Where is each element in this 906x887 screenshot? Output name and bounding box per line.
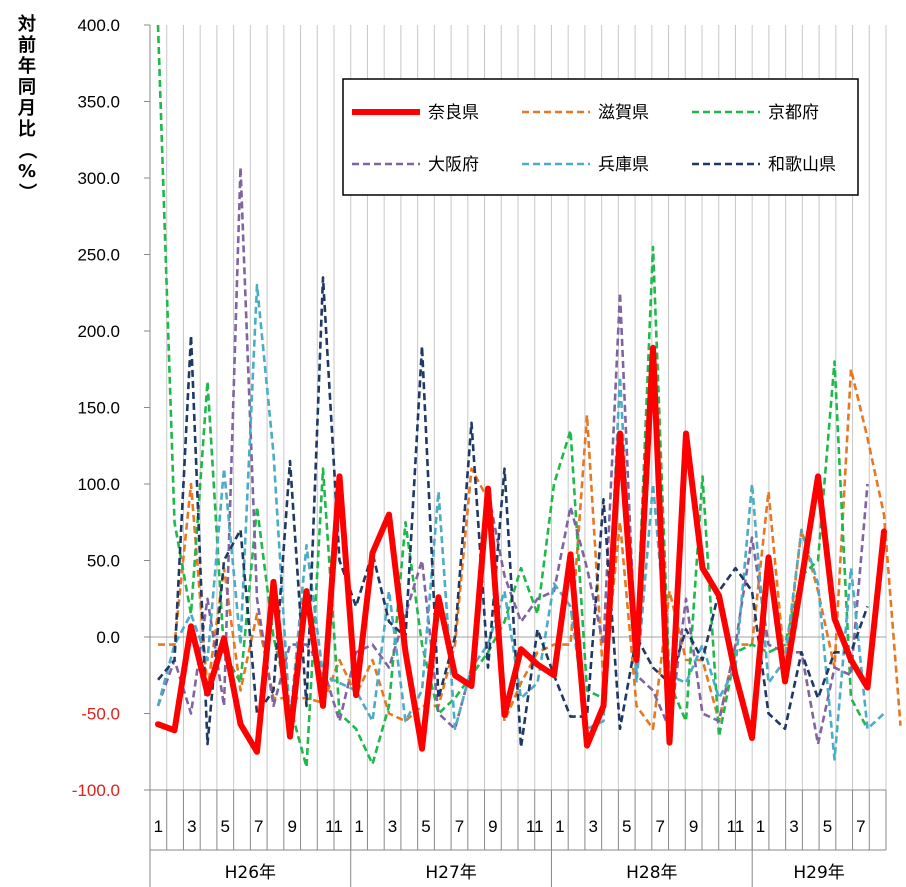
x-tick-label: 9 <box>689 817 698 836</box>
x-tick-label: 9 <box>287 817 296 836</box>
x-tick-label: 5 <box>622 817 631 836</box>
series-line-6 <box>157 276 869 749</box>
y-axis-title-char: 比 <box>18 119 36 140</box>
x-tick-label: 7 <box>455 817 464 836</box>
y-tick-label: 0.0 <box>96 628 120 647</box>
series-line-3 <box>156 24 869 769</box>
x-tick-label: 7 <box>655 817 664 836</box>
year-label: H26年 <box>225 863 276 883</box>
legend-label: 和歌山県 <box>768 155 836 175</box>
y-axis-title-char: 対 <box>17 13 36 35</box>
y-axis-title-char: % <box>18 161 36 182</box>
year-label: H28年 <box>626 863 677 883</box>
y-axis-title-char: （ <box>16 141 37 159</box>
series-line-5 <box>156 283 885 761</box>
y-axis-title-char: 年 <box>18 55 36 77</box>
x-tick-label: 7 <box>254 817 263 836</box>
y-axis: 400.0 350.0 300.0 250.0 200.0 150.0 100.0 50.0 0… <box>72 16 151 887</box>
x-tick-label: 1 <box>154 817 163 836</box>
x-tick-label: 3 <box>187 817 196 836</box>
x-tick-label: 7 <box>856 817 865 836</box>
legend-label: 京都府 <box>768 103 819 123</box>
year-label: H27年 <box>425 863 476 883</box>
x-tick-label: 11 <box>325 817 343 836</box>
y-axis-title-char: 同 <box>18 77 36 98</box>
x-tick-label: 11 <box>526 817 544 836</box>
x-tick-label: 3 <box>589 817 598 836</box>
y-tick-label: 200.0 <box>77 322 120 341</box>
x-tick-label: 5 <box>823 817 832 836</box>
y-tick-label: -50.0 <box>81 705 120 724</box>
x-tick-label: 1 <box>756 817 765 836</box>
legend-box <box>342 78 859 196</box>
legend-label: 兵庫県 <box>598 155 649 175</box>
y-tick-label: 300.0 <box>77 169 120 188</box>
y-tick-label: 250.0 <box>77 246 120 265</box>
series-lines <box>155 24 902 769</box>
y-tick-label: 150.0 <box>77 399 120 418</box>
x-tick-label: 1 <box>555 817 564 836</box>
legend-label: 滋賀県 <box>598 103 649 123</box>
x-tick-label: 3 <box>388 817 397 836</box>
x-tick-label: 3 <box>789 817 798 836</box>
y-tick-label: 400.0 <box>77 16 120 35</box>
x-tick-label: 9 <box>488 817 497 836</box>
legend-label: 大阪府 <box>428 155 479 175</box>
year-label: H29年 <box>793 863 844 883</box>
x-tick-label: 11 <box>727 817 745 836</box>
y-axis-title-char: 前 <box>18 34 36 56</box>
series-line-1 <box>155 344 887 755</box>
x-tick-label: 5 <box>421 817 430 836</box>
y-tick-label: -100.0 <box>72 781 120 800</box>
y-tick-label: 50.0 <box>87 552 120 571</box>
y-tick-label: 350.0 <box>77 93 120 112</box>
y-axis-title-char: ） <box>16 183 37 201</box>
y-axis-title-char: 月 <box>17 98 36 119</box>
y-tick-label: 100.0 <box>77 475 120 494</box>
series-line-2 <box>158 367 902 731</box>
x-tick-label: 1 <box>354 817 363 836</box>
x-tick-label: 5 <box>221 817 230 836</box>
legend-label: 奈良県 <box>428 103 479 123</box>
